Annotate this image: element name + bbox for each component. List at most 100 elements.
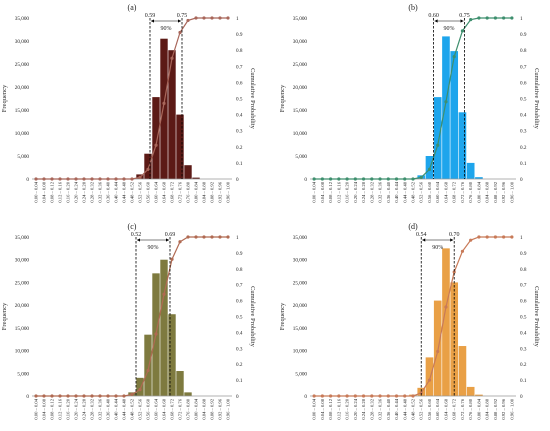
panel-label: (c) [128,222,137,231]
y-tick-label: 5,000 [17,154,29,160]
cumulative-point-22 [210,16,214,20]
chart-panel-a: (a) 0 5,000 10,000 15,000 20,000 25,000 30,000 3… [1,3,256,203]
x-tick-label: 0.48 – 0.52 [130,398,135,419]
cumulative-point-4 [66,177,70,181]
cumulative-point-1 [320,177,324,181]
x-tick-label: 0.44 – 0.48 [402,181,407,202]
x-tick-label: 0.60 – 0.64 [154,181,159,202]
x-tick-label: 0.92 – 0.96 [218,181,223,202]
x-tick-label: 0.08 – 0.12 [328,181,333,202]
cumulative-point-16 [444,305,448,309]
bar-20 [192,177,200,179]
y2-tick-label: 0.3 [236,129,243,135]
cumulative-point-17 [452,270,456,274]
x-tick-label: 0.12 – 0.16 [58,398,63,419]
y-tick-label: 30,000 [293,39,308,45]
x-tick-label: 0.52 – 0.56 [138,398,143,419]
x-tick-label: 0.32 – 0.36 [98,181,103,202]
x-tick-label: 0.84 – 0.88 [202,398,207,419]
cumulative-point-17 [170,56,174,60]
cumulative-point-18 [178,240,182,244]
interval-label: 90% [432,245,443,251]
y2-tick-label: 0 [520,177,523,183]
cumulative-point-15 [154,143,158,147]
interval-label: 90% [444,26,455,32]
x-tick-label: 0.40 – 0.44 [114,181,119,202]
x-tick-label: 0.88 – 0.92 [210,181,215,202]
y2-tick-label: 0.9 [236,32,243,38]
x-tick-label: 0.04 – 0.08 [320,398,325,419]
cumulative-point-22 [210,235,214,239]
cumulative-point-21 [202,16,206,20]
y-tick-label: 25,000 [293,280,308,286]
x-tick-label: 0.72 – 0.76 [178,398,183,419]
cumulative-line [314,17,512,180]
cumulative-line [314,236,512,397]
y-tick-label: 10,000 [293,349,308,355]
y2-tick-label: 0.5 [236,97,243,103]
y2-tick-label: 0.7 [236,283,243,289]
cumulative-point-18 [178,30,182,35]
cumulative-point-2 [50,177,54,181]
cumulative-point-23 [218,235,222,239]
y2-tick-label: 0.3 [520,129,527,135]
x-tick-label: 0.84 – 0.88 [485,181,490,202]
y2-tick-label: 0.2 [236,145,243,151]
cumulative-point-10 [114,394,118,398]
cumulative-point-19 [186,235,190,239]
x-tick-label: 0.24 – 0.28 [82,398,87,419]
cumulative-point-2 [50,394,54,398]
y2-tick-label: 0.5 [520,315,527,321]
x-tick-label: 0.60 – 0.64 [435,398,440,419]
x-tick-label: 0.80 – 0.84 [476,398,481,419]
x-tick-label: 0.00 – 0.04 [34,181,39,202]
cumulative-point-13 [138,388,142,392]
x-tick-label: 0.16 – 0.20 [345,398,350,419]
interval-upper-label: 0.69 [165,232,176,238]
x-tick-label: 0.84 – 0.88 [202,181,207,202]
cumulative-point-12 [411,177,415,181]
x-tick-label: 0.68 – 0.72 [452,398,457,419]
x-tick-label: 0.48 – 0.52 [411,181,416,202]
y2-tick-label: 1 [236,235,239,241]
x-tick-label: 0.28 – 0.32 [90,398,95,419]
y2-tick-label: 0.4 [236,330,243,336]
y-tick-label: 15,000 [293,108,308,114]
x-tick-label: 0.80 – 0.84 [194,181,199,202]
y-tick-label: 25,000 [293,62,308,68]
bar-14 [144,153,152,179]
y2-axis-title: Cumulative Probability [249,286,256,348]
x-tick-label: 0.32 – 0.36 [378,181,383,202]
cumulative-point-24 [510,16,514,20]
cumulative-point-16 [162,292,166,296]
cumulative-point-20 [194,235,198,239]
y-tick-label: 5,000 [295,371,307,377]
bar-16 [442,36,450,180]
chart-panel-d: (d) 0 5,000 10,000 15,000 20,000 25,000 30,000 3… [279,222,540,420]
x-tick-label: 0.36 – 0.40 [106,181,111,202]
y2-axis-title: Cumulative Probability [533,68,540,130]
y2-tick-label: 0 [236,394,239,400]
x-tick-label: 0.76 – 0.80 [186,181,191,202]
y-axis-title: Frequency [1,302,8,330]
x-tick-label: 0.68 – 0.72 [170,398,175,419]
cumulative-point-4 [66,394,70,398]
x-tick-label: 0.56 – 0.60 [427,181,432,202]
y-tick-label: 15,000 [15,108,30,114]
cumulative-line [36,17,228,180]
cumulative-point-6 [82,394,86,398]
x-tick-label: 0.04 – 0.08 [42,398,47,419]
x-tick-label: 0.12 – 0.16 [336,398,341,419]
x-tick-label: 0.88 – 0.92 [493,398,498,419]
cumulative-point-8 [98,177,102,181]
chart-panel-b: (b) 0 5,000 10,000 15,000 20,000 25,000 30,000 3… [279,3,540,203]
cumulative-point-14 [427,167,432,171]
x-tick-label: 0.92 – 0.96 [218,398,223,419]
y2-tick-label: 0.8 [520,267,527,273]
y-tick-label: 25,000 [15,280,30,286]
x-tick-label: 0.56 – 0.60 [427,398,432,419]
y-tick-label: 5,000 [17,371,29,377]
interval-arrowhead-right [460,19,464,23]
cumulative-point-23 [218,16,222,20]
bar-19 [466,162,475,179]
